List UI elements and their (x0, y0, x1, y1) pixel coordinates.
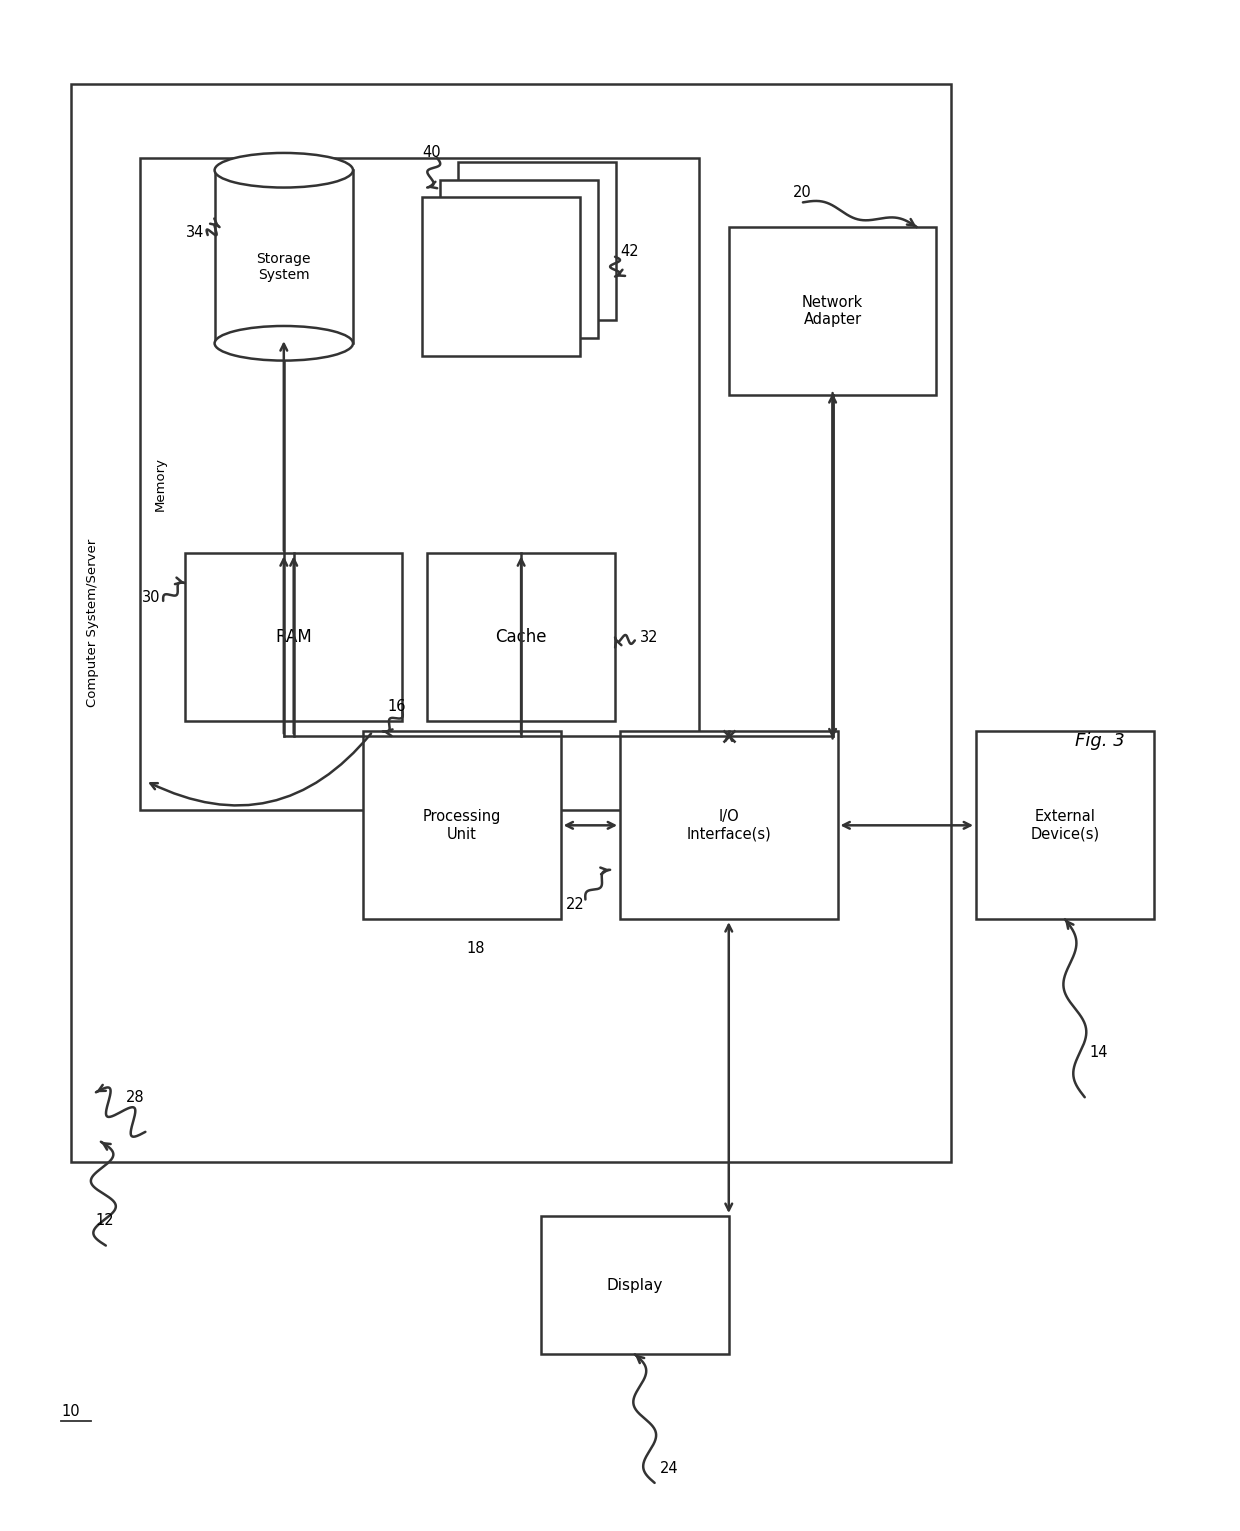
Bar (428, 553, 615, 721)
Bar (620, 732, 837, 919)
Bar (363, 732, 560, 919)
Text: 30: 30 (141, 591, 160, 605)
Bar (71, 84, 951, 1162)
Text: 20: 20 (794, 185, 812, 201)
Text: 10: 10 (61, 1404, 79, 1419)
Text: Storage
System: Storage System (257, 251, 311, 282)
Text: Fig. 3: Fig. 3 (1075, 732, 1125, 750)
Text: 24: 24 (660, 1461, 678, 1476)
Text: Network
Adapter: Network Adapter (802, 295, 863, 328)
Text: 22: 22 (565, 897, 584, 912)
Bar (423, 197, 580, 355)
Bar (185, 553, 403, 721)
Text: Processing
Unit: Processing Unit (423, 808, 501, 842)
Text: 16: 16 (388, 700, 407, 713)
Text: RAM: RAM (275, 628, 312, 646)
Text: Memory: Memory (154, 458, 166, 511)
Text: External
Device(s): External Device(s) (1030, 808, 1100, 842)
Ellipse shape (215, 326, 353, 361)
Text: Cache: Cache (495, 628, 547, 646)
Bar (729, 227, 936, 395)
Bar (216, 168, 352, 171)
Text: 40: 40 (423, 145, 441, 161)
Bar (458, 162, 616, 320)
Text: 28: 28 (125, 1090, 144, 1105)
Bar (440, 179, 598, 338)
Text: 18: 18 (466, 942, 485, 957)
Text: 34: 34 (186, 225, 205, 239)
Ellipse shape (215, 153, 353, 187)
Text: 32: 32 (640, 629, 658, 645)
Text: 42: 42 (620, 245, 639, 259)
Bar (541, 1216, 729, 1355)
Bar (140, 158, 699, 810)
Bar (976, 732, 1154, 919)
Text: 14: 14 (1090, 1046, 1109, 1061)
Text: Display: Display (606, 1277, 663, 1292)
Text: I/O
Interface(s): I/O Interface(s) (687, 808, 771, 842)
Text: Computer System/Server: Computer System/Server (87, 539, 99, 707)
Bar (215, 170, 353, 343)
Text: 12: 12 (95, 1214, 114, 1228)
